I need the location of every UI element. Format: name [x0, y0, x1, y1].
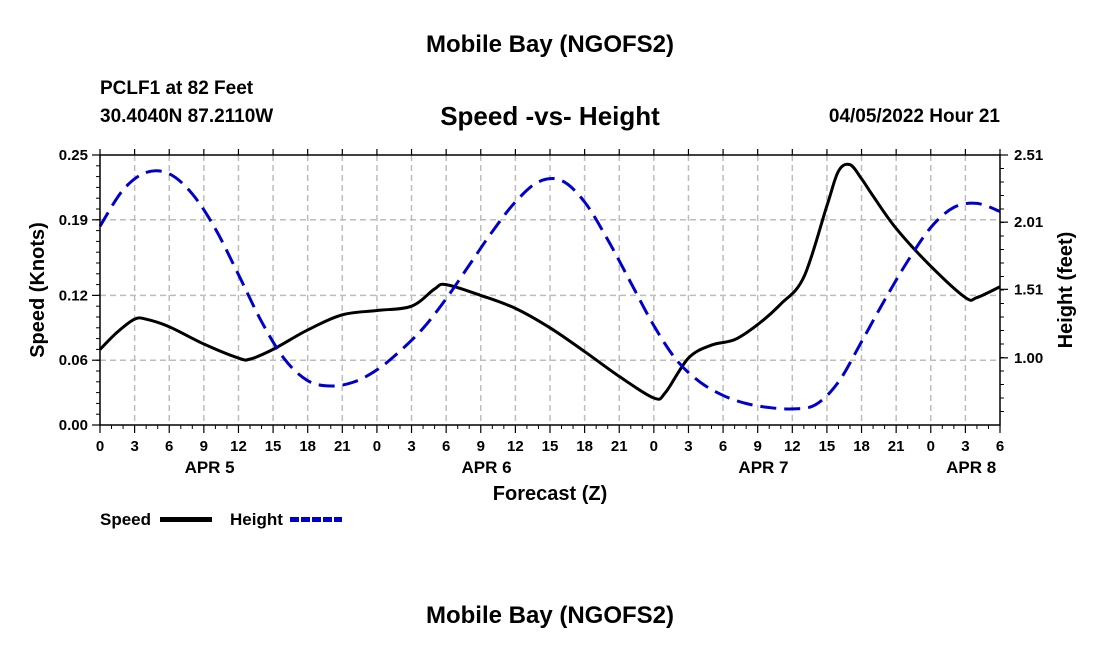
x-tick-label: 9 [477, 438, 485, 455]
forecast-datetime: 04/05/2022 Hour 21 [828, 106, 1000, 127]
x-tick-label: 12 [507, 438, 524, 455]
y-tick-label: 0.12 [59, 287, 88, 304]
x-axis-title: Forecast (Z) [493, 483, 607, 505]
series [98, 162, 1001, 411]
series-line-speed [98, 162, 1001, 401]
date-label: APR 7 [738, 458, 788, 477]
x-tick-label: 0 [96, 438, 104, 455]
y-tick-label: 0.00 [59, 417, 88, 434]
x-tick-label: 18 [299, 438, 316, 455]
legend-speed-swatch [160, 517, 212, 522]
legend: Speed Height [100, 508, 360, 530]
chart-subtitle: Speed -vs- Height [440, 101, 660, 131]
grid [100, 155, 1000, 425]
date-label: APR 8 [946, 458, 996, 477]
footer-title: Mobile Bay (NGOFS2) [425, 602, 675, 629]
coordinates-label: 30.4040N 87.2110W [100, 106, 274, 127]
x-tick-label: 15 [542, 438, 559, 455]
x-tick-label: 6 [442, 438, 450, 455]
x-tick-label: 0 [927, 438, 935, 455]
series-line-height [98, 169, 1001, 411]
y2-tick-label: 2.01 [1014, 214, 1043, 231]
x-tick-label: 18 [576, 438, 593, 455]
axes: 0 3 6 9 12 15 18 21 0 3 6 9 12 15 18 21 0 3 6 9 12 15 18 21 0 3 6A… [59, 147, 1043, 477]
speed-height-chart: 0 3 6 9 12 15 18 21 0 3 6 9 12 15 18 21 0 3 6 9 12 15 18 21 0 3 6A… [27, 147, 1077, 505]
x-tick-label: 3 [961, 438, 969, 455]
x-tick-label: 9 [200, 438, 208, 455]
x-tick-label: 3 [407, 438, 415, 455]
y-axis-title: Speed (Knots) [27, 222, 49, 358]
x-tick-label: 21 [334, 438, 351, 455]
y2-tick-label: 1.51 [1014, 281, 1043, 298]
legend-height-swatch [290, 517, 342, 522]
y2-axis-title: Height (feet) [1055, 232, 1077, 349]
x-tick-label: 15 [819, 438, 836, 455]
legend-height-label: Height [230, 510, 283, 529]
x-tick-label: 3 [684, 438, 692, 455]
y2-tick-label: 2.51 [1014, 147, 1043, 164]
x-tick-label: 9 [754, 438, 762, 455]
x-tick-label: 12 [230, 438, 247, 455]
x-tick-label: 15 [265, 438, 282, 455]
x-tick-label: 21 [611, 438, 628, 455]
legend-speed-label: Speed [100, 510, 152, 529]
station-label: PCLF1 at 82 Feet [100, 78, 254, 99]
date-label: APR 5 [185, 458, 235, 477]
x-tick-label: 0 [373, 438, 381, 455]
x-tick-label: 21 [888, 438, 905, 455]
y-tick-label: 0.06 [59, 352, 88, 369]
x-tick-label: 6 [719, 438, 727, 455]
x-tick-label: 18 [853, 438, 870, 455]
x-tick-label: 3 [130, 438, 138, 455]
y2-tick-label: 1.00 [1014, 350, 1043, 367]
y-tick-label: 0.19 [59, 212, 88, 229]
date-label: APR 6 [461, 458, 511, 477]
y-tick-label: 0.25 [59, 147, 88, 164]
x-tick-label: 12 [784, 438, 801, 455]
x-tick-label: 6 [996, 438, 1004, 455]
x-tick-label: 0 [650, 438, 658, 455]
page-title: Mobile Bay (NGOFS2) [425, 31, 675, 58]
x-tick-label: 6 [165, 438, 173, 455]
axis-labels: Forecast (Z) Speed (Knots) Height (feet) [27, 222, 1077, 505]
